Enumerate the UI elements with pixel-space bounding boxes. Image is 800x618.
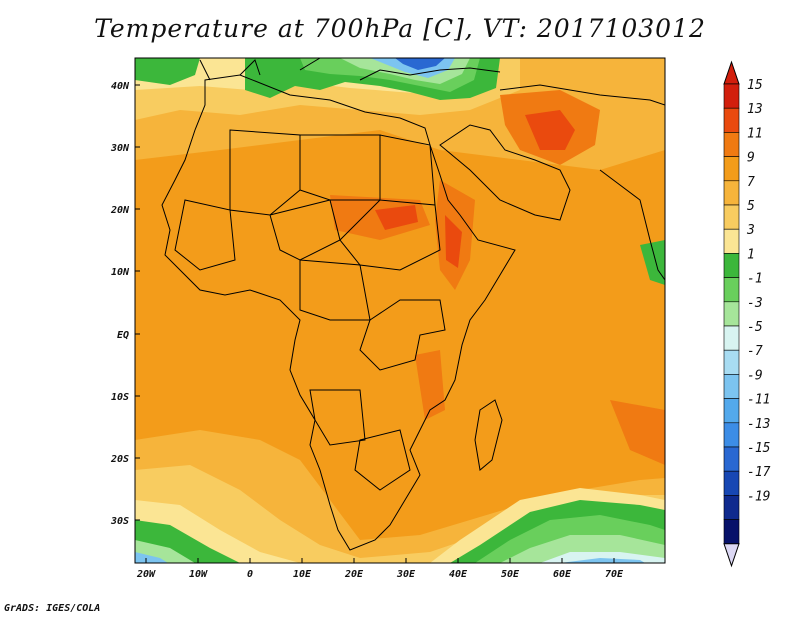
colorbar-swatch [723,398,740,424]
field-southind-m7c [560,558,645,563]
colorbar-swatch [723,156,740,182]
colorbar-label: -1 [747,272,763,287]
colorbar-swatch [723,301,740,327]
lon-label: 40E [449,569,468,580]
lon-label: 20W [136,569,156,580]
colorbar-label: -15 [747,441,771,456]
colorbar-label: 11 [747,126,763,141]
lat-label: EQ [117,330,129,341]
lat-label: 20N [110,205,130,216]
colorbar-top-arrow [723,60,740,85]
colorbar-label: -17 [747,465,771,480]
colorbar-label: 9 [747,151,755,166]
field-sahel-13c [375,205,418,230]
madagascar-coastline [474,399,503,471]
colorbar-swatch [723,446,740,472]
field-southatl-m7c [135,552,168,563]
colorbar-swatch [723,83,740,109]
india-coast [599,169,665,281]
colorbar-label: 13 [747,102,763,117]
lon-label: 50E [501,569,520,580]
field-atlantic-north [135,58,200,85]
colorbar-swatch [723,495,740,520]
lon-label: 10W [189,569,208,580]
colorbar-swatch [723,204,740,230]
europe-asia-coast [199,58,665,106]
colorbar-swatch [723,374,740,399]
arabia-coastline [439,124,571,221]
colorbar-swatch [723,349,740,375]
lat-label: 20S [110,454,129,465]
temperature-field [135,58,665,563]
colorbar-label: -5 [747,320,763,335]
colorbar-label: -3 [747,296,763,311]
lat-label: 40N [111,81,130,92]
africa-coastline [161,74,516,551]
field-med-m13c [395,58,445,70]
colorbar-swatch [723,180,740,206]
colorbar-swatch [723,228,740,254]
lat-axis: 40N 30N 20N 10N EQ 10S 20S 30S [110,81,140,527]
colorbar-swatch [723,519,740,545]
colorbar-swatch [723,470,740,496]
coastlines-borders [161,58,665,551]
colorbar-swatch [723,107,740,133]
lat-label: 30N [110,143,130,154]
field-ethiopia-13c [445,215,462,268]
lon-axis: 20W 10W 0 10E 20E 30E 40E 50E 60E 70E [136,558,624,580]
colorbar-swatch [723,132,740,157]
grads-credit: GrADS: IGES/COLA [4,603,101,614]
colorbar-swatch [723,253,740,278]
colorbar-label: 15 [747,78,763,93]
colorbar-swatch [723,422,740,448]
lon-label: 10E [293,569,312,580]
field-indian-11c [610,400,665,465]
colorbar-label: -19 [747,489,770,504]
colorbar-swatch [723,325,740,351]
colorbar-bottom-arrow [723,543,740,568]
lon-label: 30E [396,569,416,580]
lat-label: 10N [111,267,130,278]
colorbar-label: -7 [747,344,763,359]
field-eastafrica-11c [415,350,445,420]
map-title: Temperature at 700hPa [C], VT: 201710301… [94,14,706,43]
lat-label: 30S [110,516,129,527]
colorbar-label: -11 [747,393,770,408]
field-india-1c [640,240,665,285]
colorbar-label: 7 [747,175,755,190]
map-frame [134,57,666,564]
colorbar-label: 5 [747,199,755,214]
lon-label: 60E [553,569,572,580]
lon-label: 20E [344,569,364,580]
field-iran-13c [525,110,575,150]
lat-label: 10S [111,392,129,403]
colorbar-swatch [723,277,740,303]
colorbar: 15 13 11 9 7 5 3 1 -1 -3 -5 -7 -9 -11 -13 -15 -17 -19 [723,60,771,568]
colorbar-label: -9 [747,368,763,383]
lon-label: 70E [605,569,624,580]
country-borders [174,129,446,491]
colorbar-label: -13 [747,417,770,432]
colorbar-label: 3 [746,223,755,238]
lon-label: 0 [247,569,253,580]
colorbar-label: 1 [747,247,755,262]
